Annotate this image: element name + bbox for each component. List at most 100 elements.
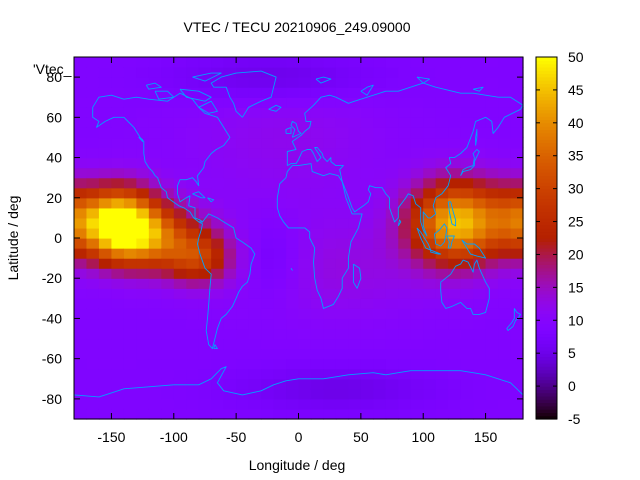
heatmap-cell bbox=[273, 117, 287, 128]
colorbar-swatch bbox=[536, 356, 557, 361]
heatmap-cell bbox=[273, 217, 287, 229]
heatmap-cell bbox=[111, 227, 125, 239]
heatmap-cell bbox=[86, 67, 100, 78]
heatmap-cell bbox=[261, 298, 275, 309]
colorbar-swatch bbox=[536, 119, 557, 124]
coastline-path bbox=[430, 249, 442, 255]
heatmap-cell bbox=[323, 348, 337, 360]
heatmap-cell bbox=[398, 268, 412, 279]
heatmap-cell bbox=[211, 57, 225, 68]
heatmap-cell bbox=[310, 187, 325, 199]
heatmap-cell bbox=[86, 197, 100, 209]
x-tick-label: -100 bbox=[160, 429, 188, 445]
heatmap-cell bbox=[373, 77, 387, 88]
heatmap-cell bbox=[448, 147, 462, 159]
heatmap-cell bbox=[473, 378, 487, 390]
heatmap-cell bbox=[460, 348, 474, 360]
heatmap-cell bbox=[348, 107, 362, 118]
heatmap-cell bbox=[448, 117, 462, 128]
heatmap-cell bbox=[136, 288, 150, 299]
heatmap-cell bbox=[398, 398, 412, 410]
heatmap-cell bbox=[261, 348, 275, 360]
heatmap-cell bbox=[310, 318, 325, 330]
heatmap-cell bbox=[148, 157, 162, 169]
heatmap-cell bbox=[373, 137, 387, 149]
heatmap-cell bbox=[148, 338, 162, 350]
colorbar-swatch bbox=[536, 303, 557, 308]
coastline-path bbox=[138, 136, 144, 142]
heatmap-cell bbox=[435, 268, 449, 279]
colorbar-swatch bbox=[536, 83, 557, 88]
heatmap-cell bbox=[186, 147, 200, 159]
heatmap-cell bbox=[448, 207, 462, 219]
heatmap-cell bbox=[148, 388, 162, 400]
heatmap-cell bbox=[236, 157, 250, 169]
heatmap-cell bbox=[236, 348, 250, 360]
heatmap-cell bbox=[173, 408, 187, 420]
heatmap-cell bbox=[161, 318, 175, 330]
colorbar-tick-label: 20 bbox=[568, 246, 584, 262]
heatmap-cell bbox=[248, 368, 262, 380]
heatmap-cell bbox=[211, 77, 225, 88]
heatmap-cell bbox=[211, 338, 225, 350]
heatmap-cell bbox=[198, 248, 212, 259]
heatmap-cell bbox=[348, 398, 362, 410]
heatmap-cell bbox=[211, 368, 225, 380]
heatmap-cell bbox=[373, 207, 387, 219]
colorbar-swatch bbox=[536, 168, 557, 173]
heatmap-cell bbox=[473, 328, 487, 340]
heatmap-cell bbox=[485, 87, 499, 98]
heatmap-cell bbox=[74, 107, 88, 118]
heatmap-cell bbox=[161, 87, 175, 98]
heatmap-cell bbox=[323, 227, 337, 239]
heatmap-cell bbox=[398, 328, 412, 340]
heatmap-cell bbox=[298, 408, 312, 420]
heatmap-cell bbox=[435, 207, 449, 219]
heatmap-cell bbox=[373, 388, 387, 400]
heatmap-cell bbox=[310, 308, 325, 320]
heatmap-cell bbox=[473, 87, 487, 98]
heatmap-cell bbox=[173, 268, 187, 279]
heatmap-cell bbox=[98, 408, 113, 420]
heatmap-cell bbox=[498, 167, 512, 179]
heatmap-cell bbox=[385, 268, 399, 279]
colorbar-swatch bbox=[536, 132, 557, 137]
heatmap-cell bbox=[74, 117, 88, 128]
heatmap-cell bbox=[198, 318, 212, 330]
heatmap-cell bbox=[136, 378, 150, 390]
heatmap-cell bbox=[360, 97, 374, 108]
heatmap-cell bbox=[223, 197, 237, 209]
heatmap-cell bbox=[435, 288, 449, 299]
heatmap-cell bbox=[298, 187, 312, 199]
heatmap-cell bbox=[410, 187, 424, 199]
heatmap-cell bbox=[136, 398, 150, 410]
coastline-path bbox=[213, 344, 218, 350]
heatmap-cell bbox=[398, 177, 412, 189]
heatmap-cell bbox=[473, 308, 487, 320]
heatmap-cell bbox=[211, 107, 225, 118]
heatmap-cell bbox=[335, 217, 349, 229]
heatmap-cell bbox=[510, 207, 524, 219]
heatmap-cell bbox=[198, 187, 212, 199]
heatmap-cell bbox=[348, 177, 362, 189]
heatmap-cell bbox=[198, 348, 212, 360]
heatmap-cell bbox=[498, 217, 512, 229]
heatmap-cell bbox=[310, 87, 325, 98]
heatmap-cell bbox=[398, 67, 412, 78]
heatmap-cell bbox=[223, 258, 237, 269]
heatmap-cell bbox=[173, 137, 187, 149]
heatmap-cell bbox=[348, 207, 362, 219]
heatmap-cell bbox=[298, 338, 312, 350]
x-axis-ticks: -150 -100 -50 0 50 100 150 bbox=[97, 57, 497, 445]
heatmap-cell bbox=[211, 378, 225, 390]
heatmap-cell bbox=[298, 77, 312, 88]
heatmap-cell bbox=[273, 408, 287, 420]
heatmap-cell bbox=[385, 348, 399, 360]
y-tick-label: 60 bbox=[46, 109, 62, 125]
heatmap-cell bbox=[498, 67, 512, 78]
heatmap-cell bbox=[323, 248, 337, 259]
heatmap-cell bbox=[111, 328, 125, 340]
heatmap-cell bbox=[211, 217, 225, 229]
heatmap-cell bbox=[74, 67, 88, 78]
heatmap-cell bbox=[385, 57, 399, 68]
